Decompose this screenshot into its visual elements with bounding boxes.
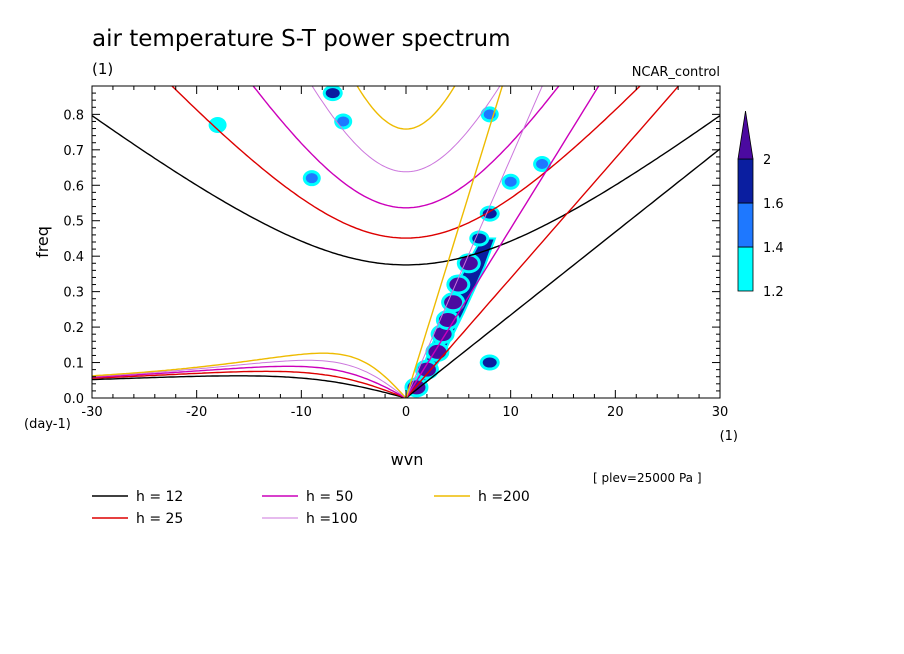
spectral-peak — [536, 159, 549, 169]
spectral-peak — [504, 176, 517, 187]
kelvin-curve — [405, 148, 720, 398]
legend-label: h =200 — [478, 489, 530, 505]
y-unit-label: (day-1) — [24, 417, 71, 432]
colorbar-label: 2 — [763, 153, 771, 168]
legend-label: h =100 — [306, 511, 358, 527]
plot-frame — [91, 85, 721, 399]
dispersion-legend: h = 12 h = 25 h = 50 h =100 h =200 — [92, 489, 530, 527]
inertia-gravity-curve — [92, 115, 720, 266]
y-tick-label: 0.4 — [63, 250, 84, 265]
spectral-peak — [417, 362, 436, 377]
spectral-peak — [482, 357, 497, 368]
legend-label: h = 25 — [136, 511, 183, 527]
spectral-peak — [472, 233, 487, 244]
dispersion-curves — [92, 86, 720, 398]
inertia-gravity-curve — [171, 86, 641, 239]
y-axis-label: freq — [33, 226, 52, 258]
y-tick-label: 0.7 — [63, 144, 84, 159]
spectral-peak — [337, 116, 350, 127]
x-tick-label: 10 — [502, 405, 519, 420]
inertia-gravity-curve — [252, 86, 560, 209]
y-tick-label: 0.2 — [63, 321, 84, 336]
spectral-peak — [482, 208, 497, 219]
spectral-peak — [305, 173, 318, 184]
x-tick-label: -20 — [186, 405, 207, 420]
legend-label: h = 12 — [136, 489, 183, 505]
rossby-curve — [92, 365, 407, 398]
colorbar-label: 1.2 — [763, 285, 784, 300]
title-units-label: (1) — [92, 60, 113, 78]
x-unit-label: (1) — [720, 429, 738, 444]
colorbar-swatch — [737, 158, 754, 204]
y-tick-label: 0.0 — [63, 392, 84, 407]
x-axis-label: wvn — [391, 450, 424, 469]
colorbar-swatch — [737, 202, 754, 248]
inertia-gravity-curve — [356, 86, 456, 130]
spectral-peak — [459, 256, 478, 271]
x-tick-label: 20 — [607, 405, 624, 420]
x-tick-label: -30 — [81, 405, 102, 420]
spectral-peak — [449, 277, 468, 292]
kelvin-curve — [405, 86, 680, 398]
inertia-gravity-curve — [311, 86, 501, 173]
rossby-curve — [92, 359, 407, 398]
chart-title: air temperature S-T power spectrum — [92, 26, 511, 52]
y-tick-label: 0.3 — [63, 286, 84, 301]
kelvin-curve — [405, 86, 504, 398]
plot-axes: -30 -20 -10 0 10 20 30 0.0 0.1 0.2 0.3 0.4 0.5 0.6 0.7… — [63, 85, 729, 420]
kelvin-curve — [405, 86, 600, 398]
y-tick-label: 0.5 — [63, 215, 84, 230]
colorbar-swatch — [737, 246, 754, 292]
x-tick-label: 0 — [402, 405, 410, 420]
rossby-curve — [92, 370, 407, 398]
y-tick-label: 0.8 — [63, 108, 84, 123]
spectral-contours — [208, 86, 552, 398]
x-tick-label: -10 — [291, 405, 312, 420]
colorbar-label: 1.4 — [763, 241, 784, 256]
model-label: NCAR_control — [632, 65, 720, 80]
colorbar-label: 1.6 — [763, 197, 784, 212]
kelvin-curve — [405, 86, 543, 398]
rossby-curve — [92, 352, 407, 398]
colorbar-arrow — [737, 110, 754, 160]
rossby-curve — [92, 375, 407, 398]
spectral-peak — [325, 88, 340, 99]
pressure-level-note: [ plev=25000 Pa ] — [593, 471, 702, 485]
colorbar: 1.2 1.4 1.6 2 — [737, 110, 784, 300]
legend-label: h = 50 — [306, 489, 353, 505]
spectral-peak — [444, 295, 463, 310]
x-tick-label: 30 — [712, 405, 729, 420]
y-tick-label: 0.6 — [63, 179, 84, 194]
y-tick-label: 0.1 — [63, 357, 84, 372]
